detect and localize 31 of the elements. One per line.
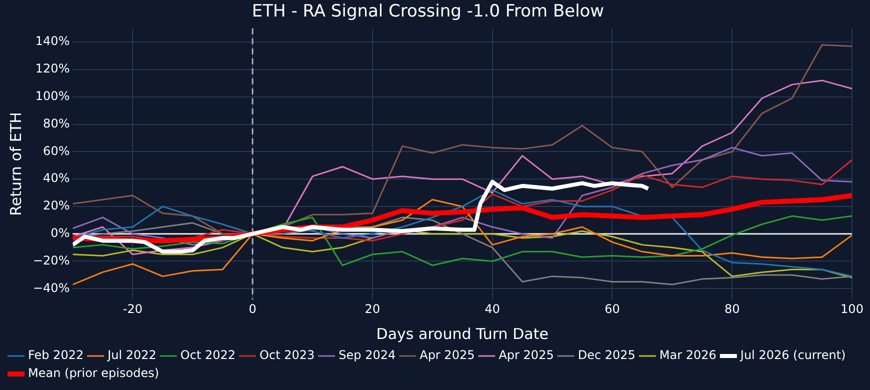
y-tick-label: −20% [32,253,70,268]
y-tick-label: 120% [35,62,70,76]
x-axis-title: Days around Turn Date [376,324,548,343]
legend-label: Jul 2022 [106,348,156,362]
y-tick-label: 140% [35,34,70,48]
x-tick-label: 60 [604,302,620,316]
legend-label: Oct 2022 [180,348,236,362]
y-tick-label: −40% [32,280,70,295]
y-tick-label: 40% [43,171,70,186]
x-tick-label: 40 [484,302,500,316]
y-tick-label: 80% [43,116,70,130]
chart-title: ETH - RA Signal Crossing -1.0 From Below [252,2,604,22]
x-tick-label: -20 [122,302,142,316]
y-tick-label: 60% [43,144,70,158]
y-tick-label: 100% [35,89,70,104]
legend-label: Mar 2026 [659,348,716,362]
legend-label: Apr 2025 [420,348,475,362]
x-tick-label: 100 [840,302,864,316]
x-tick-label: 80 [724,302,740,316]
legend-label: Dec 2025 [578,348,636,362]
y-tick-label: 0% [50,226,70,240]
y-tick-label: 20% [43,198,70,213]
legend-label: Feb 2022 [28,348,84,362]
legend-label: Sep 2024 [338,348,396,362]
legend-label: Oct 2023 [260,348,315,362]
legend-label: Mean (prior episodes) [28,366,160,380]
x-tick-label: 20 [364,302,380,316]
y-axis-title: Return of ETH [6,112,25,216]
legend-label: Apr 2025 [498,348,554,362]
x-tick-label: 0 [248,302,256,316]
legend-label: Jul 2026 (current) [739,348,846,362]
